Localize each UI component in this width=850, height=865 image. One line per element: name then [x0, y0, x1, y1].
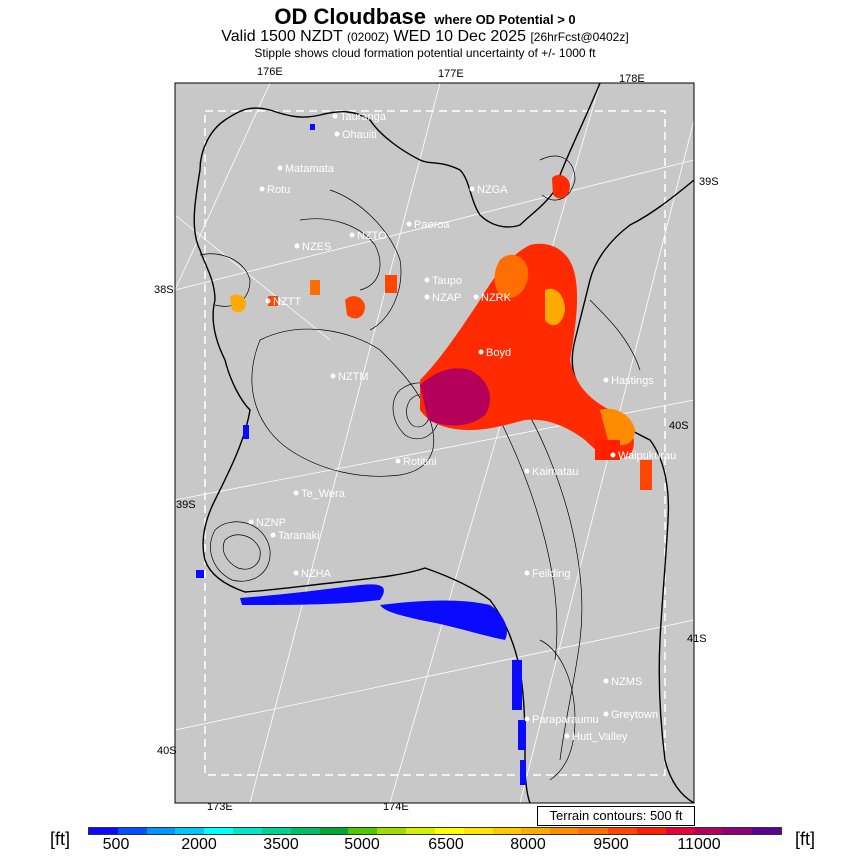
- place-label: Te_Wera: [301, 488, 346, 500]
- colorbar-tick: 6500: [428, 836, 464, 853]
- place-label: Hastings: [611, 375, 654, 387]
- colorbar-cell: [752, 828, 781, 834]
- place-label: Hutt_Valley: [572, 731, 628, 743]
- stipple-note: Stipple shows cloud formation potential …: [254, 46, 596, 60]
- cloudbase-high-region: [230, 174, 652, 490]
- lat-label-40s-west: 40S: [157, 745, 177, 757]
- place-markers: [248, 113, 616, 739]
- place-label: NZTO: [357, 230, 387, 242]
- place-label: Matamata: [285, 163, 335, 175]
- colorbar-tick: 9500: [593, 836, 629, 853]
- lat-label-39s-west: 39S: [176, 499, 196, 511]
- place-label: Kaimatau: [532, 466, 578, 478]
- place-label: Waipukurau: [618, 450, 676, 462]
- place-label: NZHA: [301, 568, 332, 580]
- colorbar-cell: [434, 828, 464, 834]
- place-label: Taupo: [432, 275, 462, 287]
- place-label: Paeroa: [414, 219, 450, 231]
- lon-label-177e: 177E: [438, 68, 464, 80]
- colorbar-cell: [406, 828, 435, 834]
- cloudbase-low-region: [196, 124, 526, 785]
- colorbar-cell: [694, 828, 724, 834]
- place-label: NZTM: [338, 371, 369, 383]
- colorbar-cell: [492, 828, 522, 834]
- title-suffix: where OD Potential > 0: [434, 12, 576, 27]
- place-label: Taranaki: [278, 530, 320, 542]
- place-label: Paraparaumu: [532, 714, 599, 726]
- colorbar-cell: [550, 828, 580, 834]
- colorbar-cell: [175, 828, 205, 834]
- colorbar-cell: [204, 828, 234, 834]
- colorbar-cell: [290, 828, 320, 834]
- colorbar-unit-right: [ft]: [795, 829, 816, 849]
- lat-label-40s-east: 40S: [669, 420, 689, 432]
- place-label: Rotitini: [403, 456, 437, 468]
- place-label: NZNP: [256, 517, 286, 529]
- lat-label-38s: 38S: [154, 284, 174, 296]
- place-label: NZMS: [611, 676, 642, 688]
- place-label: Greytown: [611, 709, 658, 721]
- map-frame: [174, 82, 695, 804]
- lat-label-41s: 41S: [687, 633, 707, 645]
- colorbar-cell: [117, 828, 147, 834]
- valid-main: Valid 1500 NZDT: [221, 28, 343, 45]
- place-label: NZTT: [273, 296, 301, 308]
- valid-time-line: Valid 1500 NZDT (0200Z) WED 10 Dec 2025 …: [0, 28, 850, 46]
- colorbar-tick: 3500: [263, 836, 299, 853]
- colorbar-cell: [521, 828, 551, 834]
- place-label: NZRK: [481, 292, 512, 304]
- colorbar-tick: 500: [102, 836, 130, 853]
- lon-label-178e: 178E: [619, 73, 645, 85]
- lon-label-174e: 174E: [383, 801, 409, 813]
- domain-boundary: [204, 110, 666, 776]
- valid-forecast: [26hrFcst@0402z]: [530, 30, 629, 44]
- place-label: Feilding: [532, 568, 571, 580]
- place-label: NZGA: [477, 184, 508, 196]
- terrain-contour-note: Terrain contours: 500 ft: [537, 806, 695, 826]
- colorbar-cell: [463, 828, 493, 834]
- colorbar-cell: [665, 828, 695, 834]
- colorbar-cell: [607, 828, 637, 834]
- place-label: Rotu: [267, 184, 290, 196]
- colorbar-cell: [233, 828, 262, 834]
- place-label: NZAP: [432, 292, 461, 304]
- place-label: Boyd: [486, 347, 511, 359]
- place-labels: Tauranga Ohauiti Matamata Rotu NZGA Paer…: [256, 111, 676, 743]
- colorbar-cell: [261, 828, 291, 834]
- lon-label-176e: 176E: [257, 66, 283, 78]
- colorbar-tick: 2000: [181, 836, 217, 853]
- colorbar-cell: [89, 828, 118, 834]
- colorbar-cell: [579, 828, 608, 834]
- valid-date: WED 10 Dec 2025: [393, 28, 526, 45]
- map-title: OD Cloudbase where OD Potential > 0: [0, 4, 850, 30]
- colorbar-cell: [377, 828, 407, 834]
- colorbar-cell: [348, 828, 378, 834]
- colorbar-cell: [146, 828, 176, 834]
- title-main: OD Cloudbase: [274, 4, 426, 29]
- colorbar-unit-left: [ft]: [50, 829, 71, 849]
- colorbar-tick: 11000: [677, 836, 721, 853]
- colorbar-tick: 8000: [510, 836, 546, 853]
- coastline: [193, 82, 695, 804]
- lat-label-39s-east: 39S: [699, 176, 719, 188]
- place-label: Ohauiti: [342, 129, 377, 141]
- colorbar-cell: [723, 828, 753, 834]
- valid-zone: (0200Z): [347, 30, 390, 44]
- colorbar-cell: [319, 828, 349, 834]
- colorbar-tick: 5000: [344, 836, 380, 853]
- place-label: NZES: [302, 241, 331, 253]
- colorbar-cell: [636, 828, 666, 834]
- place-label: Tauranga: [340, 111, 387, 123]
- colorbar: [88, 827, 782, 835]
- lon-label-173e: 173E: [207, 801, 233, 813]
